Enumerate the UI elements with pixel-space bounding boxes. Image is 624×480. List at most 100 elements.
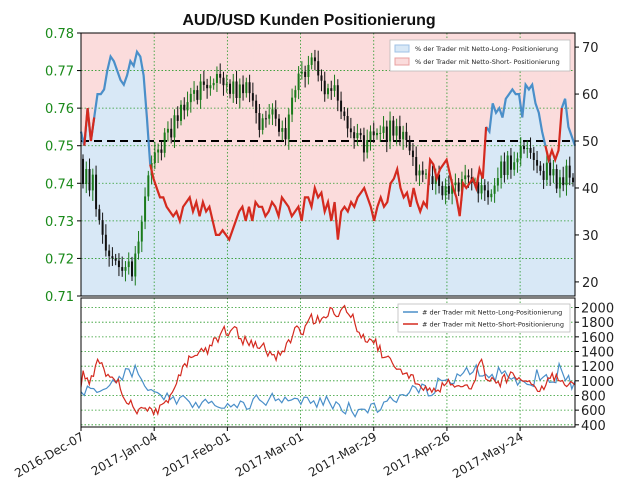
long-fill-segment [560, 108, 564, 297]
short-fill-segment [408, 33, 413, 207]
long-fill-segment [257, 206, 261, 296]
top-panel-frame [80, 32, 576, 297]
percent-tick-label: 20 [582, 276, 599, 291]
candle-body [196, 90, 199, 100]
long-fill-segment [379, 197, 383, 296]
long-fill-segment [520, 117, 525, 297]
long-fill-segment [487, 131, 492, 296]
long-fill-segment [224, 234, 228, 296]
candle-body [421, 170, 424, 175]
candle-body [411, 150, 414, 157]
count-tick-label: 1600 [581, 331, 614, 346]
short-fill-segment [151, 33, 156, 179]
long-fill-segment [207, 206, 212, 296]
top-legend-box [389, 39, 571, 72]
long-fill-segment [570, 136, 574, 296]
long-fill-segment [454, 197, 459, 296]
long-fill-segment [339, 211, 344, 296]
long-fill-segment [204, 211, 209, 296]
short-fill-segment [234, 33, 238, 221]
candle-body [91, 174, 94, 191]
candle-body [313, 57, 316, 62]
date-tick-label: 2017-Jan-04 [89, 429, 160, 478]
short-fill-segment [217, 33, 222, 235]
legend-label-long-count: # der Trader mit Netto-Long-Positionieru… [422, 309, 562, 317]
candle-body [330, 88, 333, 91]
candle-body [255, 100, 258, 114]
long-fill-segment [105, 70, 110, 296]
price-candles [82, 49, 574, 286]
candle-body [153, 152, 156, 163]
short-fill-segment [500, 33, 505, 118]
candle-body [349, 128, 352, 133]
long-fill-segment [375, 206, 380, 296]
short-fill-segment [537, 33, 541, 113]
candle-body [183, 104, 186, 111]
short-fill-segment [543, 33, 548, 146]
candle-body [225, 83, 228, 86]
percent-tick-label: 40 [582, 182, 599, 197]
candle-body [238, 84, 241, 98]
short-fill-segment [372, 33, 377, 221]
candle-body [206, 84, 209, 89]
short-fill-segment [85, 33, 90, 109]
short-fill-segment [425, 33, 429, 207]
candle-body [134, 253, 137, 277]
long-fill-segment [464, 187, 469, 296]
long-fill-segment [382, 206, 387, 296]
short-fill-segment [125, 33, 130, 76]
candle-body [104, 234, 107, 251]
short-fill-segment [188, 33, 192, 198]
long-fill-segment [296, 206, 301, 296]
candle-body [542, 170, 545, 180]
candle-body [389, 120, 392, 142]
candle-body [506, 155, 509, 176]
candle-body [519, 146, 522, 159]
short-fill-segment [379, 33, 383, 198]
short-fill-segment [141, 33, 146, 76]
long-fill-segment [507, 94, 512, 296]
percent-tick-label: 30 [582, 229, 599, 244]
long-fill-segment [533, 103, 538, 296]
short-fill-segment [411, 33, 416, 188]
candle-body [268, 114, 271, 119]
date-tick-label: 2017-Mar-29 [306, 429, 379, 479]
short-fill-segment [454, 33, 459, 198]
long-fill-segment [263, 216, 268, 296]
price-tick-label: 0.71 [45, 290, 74, 305]
short-fill-segment [435, 33, 439, 179]
candle-body [186, 102, 189, 111]
short-count-line [80, 304, 576, 417]
price-tick-label: 0.72 [45, 252, 74, 267]
long-fill-segment [517, 94, 522, 296]
short-fill-segment [382, 33, 387, 207]
short-fill-segment [418, 33, 423, 212]
percent-tick-label: 70 [582, 41, 599, 56]
short-fill-segment [349, 33, 354, 203]
long-fill-segment [267, 211, 271, 296]
short-fill-segment [471, 33, 475, 179]
long-fill-segment [481, 178, 485, 296]
candle-body [215, 73, 218, 83]
short-fill-segment [395, 33, 400, 170]
long-fill-segment [174, 211, 179, 296]
long-fill-segment [441, 164, 446, 296]
long-fill-segment [112, 61, 116, 296]
short-fill-segment [161, 33, 166, 198]
long-fill-segment [369, 206, 373, 296]
count-tick-label: 400 [581, 419, 606, 434]
long-fill-segment [444, 159, 449, 296]
candle-body [124, 267, 127, 271]
long-fill-segment [270, 202, 275, 296]
short-fill-segment [230, 33, 235, 231]
short-fill-segment [352, 33, 357, 207]
long-fill-segment [85, 108, 90, 297]
candle-body [454, 182, 457, 186]
candle-body [261, 118, 264, 130]
short-fill-segment [441, 33, 446, 165]
price-axis: 0.71 0.72 0.73 0.74 0.75 0.76 0.77 0.78 [45, 27, 81, 305]
candle-body [532, 152, 535, 160]
candle-body [545, 162, 548, 180]
short-fill-segment [171, 33, 176, 217]
